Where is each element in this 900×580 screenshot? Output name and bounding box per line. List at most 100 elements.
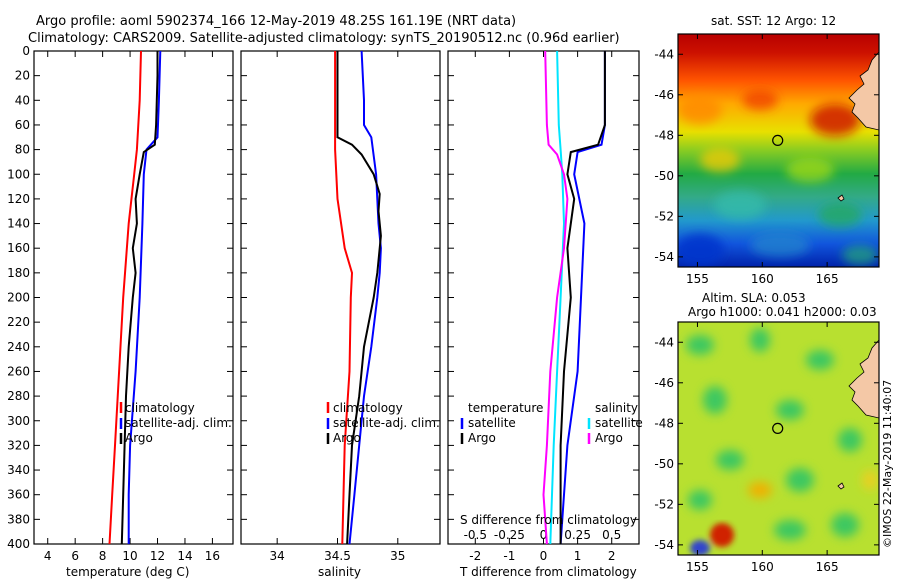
depth-tick-label: 160 [7,241,30,255]
series-line-salinity-argo [542,50,569,545]
sla-map-frame [677,321,880,556]
legend-argo: Argo [125,431,153,445]
x2-tick-label: -0.5 [464,528,487,542]
sla-map-title: Altim. SLA: 0.053 [702,291,806,305]
lon-tick-label: 165 [816,560,839,574]
salinity-xlabel: salinity [318,565,361,579]
depth-tick-label: 380 [7,512,30,526]
x-tick-label: -2 [469,549,481,563]
salinity-panel: 34 34.5 35 salinity climatology satellite-… [240,50,441,579]
depth-tick-label: 0 [22,44,30,58]
temperature-panel: 0 20 40 60 80 100 120 140 160 180 200 220 240 260 280 3… [7,44,234,579]
lat-tick-label: -50 [654,457,674,471]
sst-texture [678,90,878,266]
x-tick-label: 12 [150,549,165,563]
sst-map: sat. SST: 12 Argo: 12 155 160 165 -44 -46 -48… [654,14,880,286]
x-tick-label: 6 [71,549,79,563]
salinity-legend: climatology satellite-adj. clim. Argo [326,401,440,445]
series-line-salinity-satellite [549,50,566,545]
lon-tick-label: 160 [751,272,774,286]
sst-map-ticks: 155 160 165 -44 -46 -48 -50 -52 -54 [654,34,879,286]
x-tick-label: 1 [574,549,582,563]
depth-tick-label: 300 [7,414,30,428]
legend-t-argo: Argo [468,431,496,445]
series-line-argo [120,51,159,545]
sla-map-ticks: 155 160 165 -44 -46 -48 -50 -52 -54 [654,322,879,574]
lat-tick-label: -46 [654,88,674,102]
difference-xlabel: T difference from climatology [459,565,637,579]
lat-tick-label: -48 [654,128,674,142]
title-line2: Climatology: CARS2009. Satellite-adjuste… [28,31,620,46]
x-tick-label: -1 [503,549,515,563]
lat-tick-label: -54 [654,250,674,264]
series-line-climatology [334,51,354,545]
x2-tick-label: 0.25 [564,528,591,542]
series-line-satellite-adj-clim- [348,50,382,545]
depth-tick-label: 260 [7,364,30,378]
legend-s-satellite: satellite [595,416,643,430]
sla-map-subtitle: Argo h1000: 0.041 h2000: 0.03 [688,305,877,319]
depth-tick-label: 40 [15,93,30,107]
difference-x2label: S difference from climatology [460,513,637,527]
lat-tick-label: -46 [654,376,674,390]
lon-tick-label: 155 [686,272,709,286]
lat-tick-label: -52 [654,209,674,223]
sla-island [837,482,845,490]
salinity-x-axis: 34 34.5 35 [270,51,405,563]
x2-tick-label: 0 [540,528,548,542]
timestamp-stamp: ©IMOS 22-May-2019 11:40:07 [881,380,894,548]
series-line-temperature-satellite [559,51,606,545]
x-tick-label: 35 [390,549,405,563]
x-tick-label: 4 [44,549,52,563]
legend-temperature-header: temperature [468,401,543,415]
sla-low-anomaly [690,540,710,555]
x-tick-label: 34 [270,549,285,563]
x-tick-label: 10 [122,549,137,563]
difference-panel: -2 -1 0 1 2 -0.5 -0.25 0 0.25 0.5 T difference f… [447,50,643,579]
legend-salinity-header: salinity [595,401,638,415]
sla-high-anomaly [710,523,734,547]
sla-land [848,322,879,419]
difference-depth-ticks [448,50,639,545]
depth-axis: 0 20 40 60 80 100 120 140 160 180 200 220 240 260 280 3… [7,44,233,551]
lat-tick-label: -44 [654,47,674,61]
depth-tick-label: 220 [7,315,30,329]
legend-satellite: satellite-adj. clim. [333,416,440,430]
depth-tick-label: 340 [7,463,30,477]
depth-tick-label: 120 [7,192,30,206]
argo-float-marker [772,134,784,146]
depth-tick-label: 60 [15,118,30,132]
legend-t-satellite: satellite [468,416,516,430]
depth-tick-label: 180 [7,266,30,280]
sst-land [848,34,879,131]
sla-texture [686,328,878,540]
difference-x-axis: -2 -1 0 1 2 [469,51,616,563]
x-tick-label: 2 [608,549,616,563]
temperature-xlabel: temperature (deg C) [66,565,189,579]
lat-tick-label: -54 [654,538,674,552]
legend-climatology: climatology [125,401,195,415]
depth-tick-label: 20 [15,69,30,83]
depth-tick-label: 80 [15,143,30,157]
series-line-satellite-adj-clim- [127,50,162,544]
temperature-lines [108,50,162,545]
sst-map-frame [677,33,880,268]
x2-tick-label: 0.5 [602,528,621,542]
sla-map: Altim. SLA: 0.053 Argo h1000: 0.041 h200… [654,291,880,574]
lon-tick-label: 160 [751,560,774,574]
x-tick-label: 14 [177,549,192,563]
depth-tick-label: 200 [7,291,30,305]
legend-climatology: climatology [333,401,403,415]
argo-float-marker [772,422,784,434]
legend-s-argo: Argo [595,431,623,445]
x2-tick-label: -0.25 [494,528,525,542]
lat-tick-label: -52 [654,497,674,511]
temperature-x-axis: 4 6 8 10 12 14 16 [44,51,220,563]
x-tick-label: 34.5 [324,549,351,563]
x-tick-label: 16 [205,549,220,563]
depth-tick-label: 100 [7,167,30,181]
x-tick-label: 8 [99,549,107,563]
lon-tick-label: 165 [816,272,839,286]
lat-tick-label: -50 [654,169,674,183]
legend-argo: Argo [333,431,361,445]
